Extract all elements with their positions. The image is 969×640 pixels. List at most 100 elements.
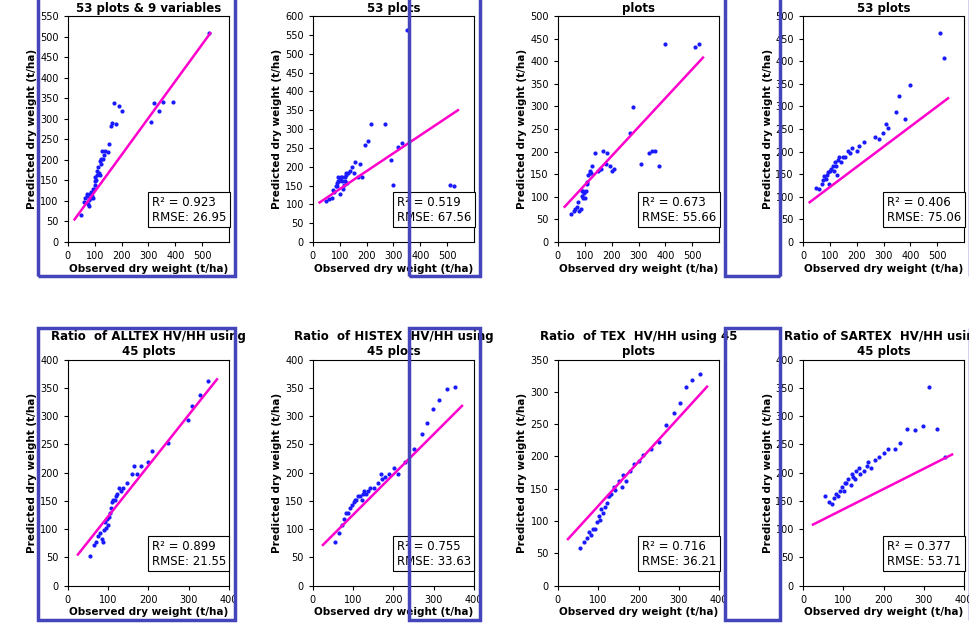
Point (109, 118, 124, 129)
Point (634, 159, 649, 170)
Point (835, 152, 851, 162)
Point (590, 517, 606, 527)
Point (95, 154, 110, 164)
Point (824, 164, 839, 174)
Point (907, 425, 922, 435)
Point (113, 486, 129, 496)
Point (844, 468, 860, 479)
Point (834, 481, 850, 492)
Point (108, 495, 123, 505)
Point (839, 477, 855, 488)
Title: Ratio  of ALLTEX HV/HH using
53 plots & 9 variables: Ratio of ALLTEX HV/HH using 53 plots & 9… (51, 0, 246, 15)
Point (592, 515, 608, 525)
Point (860, 458, 876, 468)
Point (80, 198, 96, 209)
Point (356, 489, 371, 499)
Point (587, 147, 603, 157)
Point (184, 401, 200, 411)
Point (843, 480, 859, 490)
Point (575, 193, 590, 203)
Point (140, 458, 155, 468)
Point (594, 504, 610, 515)
Point (415, 429, 430, 439)
Point (81, 201, 97, 211)
Point (383, 155, 398, 165)
Point (831, 152, 847, 162)
Text: R² = 0.377
RMSE: 53.71: R² = 0.377 RMSE: 53.71 (887, 540, 961, 568)
Point (658, 39, 673, 49)
Point (87, 172, 103, 182)
Y-axis label: Predicted dry weight (t/ha): Predicted dry weight (t/ha) (517, 392, 527, 553)
Point (594, 164, 610, 174)
Point (101, 520, 116, 530)
Point (78, 191, 94, 201)
Point (144, 446, 160, 456)
Title: Ratio  of TEX  HV/HH using 53
plots: Ratio of TEX HV/HH using 53 plots (540, 0, 737, 15)
Point (336, 514, 352, 524)
Point (381, 468, 396, 479)
Point (337, 172, 353, 182)
Point (319, 196, 334, 207)
X-axis label: Observed dry weight (t/ha): Observed dry weight (t/ha) (559, 607, 718, 618)
Y-axis label: Predicted dry weight (t/ha): Predicted dry weight (t/ha) (517, 49, 527, 209)
Point (79, 188, 95, 198)
Point (577, 193, 592, 203)
Point (348, 157, 363, 167)
Point (573, 543, 588, 553)
Text: R² = 0.406
RMSE: 75.06: R² = 0.406 RMSE: 75.06 (887, 196, 961, 224)
Point (338, 508, 354, 518)
Point (832, 156, 848, 166)
Point (684, 375, 700, 385)
Point (378, 120, 393, 130)
Point (827, 166, 842, 176)
Point (419, 418, 434, 428)
Point (891, 92, 907, 102)
Point (849, 145, 864, 156)
Point (571, 197, 586, 207)
Point (98, 146, 113, 156)
Point (91, 168, 107, 178)
Point (431, 395, 447, 405)
Point (104, 502, 119, 513)
Point (916, 421, 931, 431)
Point (572, 206, 587, 216)
Point (393, 138, 409, 148)
Point (93, 159, 109, 169)
Point (591, 511, 607, 521)
Point (96, 536, 111, 547)
Point (340, 508, 356, 518)
Title: Ratio  of ALLTEX HV/HH using
45 plots: Ratio of ALLTEX HV/HH using 45 plots (51, 330, 246, 358)
Point (607, 164, 622, 174)
Point (366, 483, 382, 493)
Point (575, 186, 590, 196)
Point (577, 188, 592, 198)
Point (165, 97, 180, 108)
Point (579, 533, 595, 543)
Point (362, 483, 378, 493)
Point (608, 485, 623, 495)
Point (587, 524, 603, 534)
Point (345, 500, 360, 511)
Point (425, 404, 441, 415)
Point (327, 187, 342, 197)
Point (623, 127, 639, 138)
Point (334, 520, 350, 530)
X-axis label: Observed dry weight (t/ha): Observed dry weight (t/ha) (69, 607, 228, 618)
Point (77, 196, 92, 207)
Point (348, 495, 363, 505)
Point (192, 390, 207, 400)
Point (847, 474, 862, 484)
Point (615, 469, 631, 479)
Point (814, 179, 829, 189)
Point (840, 145, 856, 156)
Point (328, 536, 343, 547)
Point (836, 486, 852, 496)
Point (102, 139, 117, 149)
Point (342, 166, 358, 177)
Point (828, 161, 843, 172)
Point (447, 381, 462, 392)
Point (581, 168, 597, 179)
Point (643, 444, 659, 454)
Point (585, 524, 601, 534)
Point (846, 472, 861, 482)
